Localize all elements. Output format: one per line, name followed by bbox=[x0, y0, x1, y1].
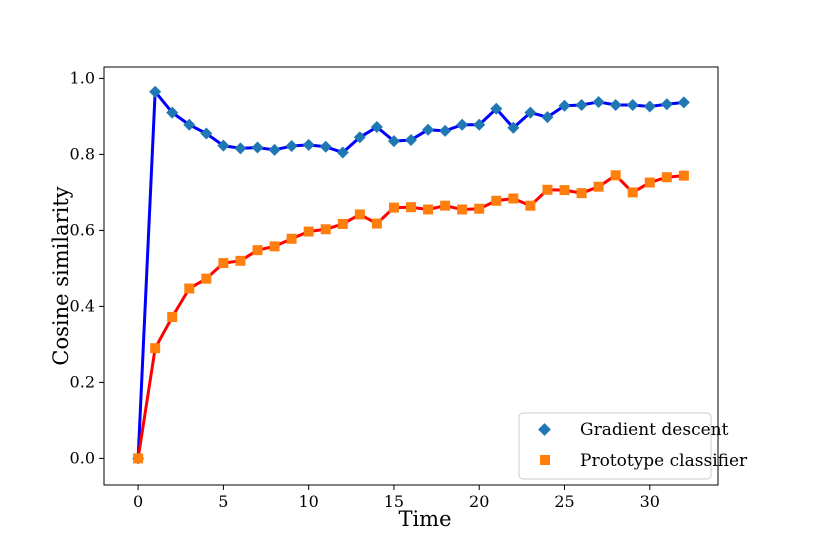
data-point-gradient-descent bbox=[439, 124, 452, 137]
data-point-gradient-descent bbox=[507, 121, 520, 134]
y-tick-label: 0.0 bbox=[70, 448, 95, 467]
legend: Gradient descent Prototype classifier bbox=[518, 412, 748, 480]
data-point-gradient-descent bbox=[302, 138, 315, 151]
legend-label-prototype-classifier: Prototype classifier bbox=[580, 451, 748, 471]
data-point-prototype-classifier bbox=[303, 226, 314, 237]
legend-box bbox=[518, 412, 712, 480]
y-axis: 0.0 0.2 0.4 0.6 0.8 1.0 bbox=[70, 68, 104, 467]
data-point-gradient-descent bbox=[200, 127, 213, 140]
data-point-gradient-descent bbox=[405, 133, 417, 146]
x-tick-label: 20 bbox=[469, 492, 489, 511]
data-point-prototype-classifier bbox=[371, 218, 382, 229]
data-point-prototype-classifier bbox=[457, 204, 468, 215]
data-point-gradient-descent bbox=[643, 100, 656, 113]
data-point-prototype-classifier bbox=[388, 202, 399, 213]
data-point-prototype-classifier bbox=[559, 185, 570, 196]
data-point-prototype-classifier bbox=[406, 202, 416, 213]
data-point-prototype-classifier bbox=[286, 233, 297, 244]
data-point-gradient-descent bbox=[558, 99, 571, 112]
data-point-gradient-descent bbox=[183, 118, 196, 131]
data-point-gradient-descent bbox=[456, 118, 469, 131]
data-point-prototype-classifier bbox=[167, 312, 178, 323]
data-point-gradient-descent bbox=[592, 95, 605, 108]
legend-label-gradient-descent: Gradient descent bbox=[580, 420, 729, 440]
data-point-prototype-classifier bbox=[150, 343, 161, 354]
x-tick-label: 30 bbox=[640, 492, 660, 511]
data-point-gradient-descent bbox=[677, 96, 690, 109]
data-point-prototype-classifier bbox=[269, 241, 280, 252]
data-point-gradient-descent bbox=[319, 140, 332, 153]
data-point-prototype-classifier bbox=[218, 258, 229, 269]
data-point-gradient-descent bbox=[353, 131, 366, 144]
data-point-prototype-classifier bbox=[661, 172, 672, 183]
data-point-gradient-descent bbox=[387, 135, 400, 148]
data-point-gradient-descent bbox=[370, 121, 383, 134]
x-tick-label: 25 bbox=[554, 492, 574, 511]
data-point-gradient-descent bbox=[149, 85, 162, 98]
data-point-gradient-descent bbox=[234, 142, 247, 155]
x-tick-label: 15 bbox=[384, 492, 404, 511]
data-point-gradient-descent bbox=[473, 118, 486, 131]
y-tick-label: 0.4 bbox=[70, 296, 95, 315]
data-point-prototype-classifier bbox=[252, 245, 263, 256]
data-point-gradient-descent bbox=[660, 98, 673, 111]
x-axis: 0 5 10 15 20 25 30 bbox=[133, 485, 660, 511]
data-point-gradient-descent bbox=[217, 139, 230, 152]
data-point-prototype-classifier bbox=[525, 200, 536, 211]
series-layer bbox=[132, 85, 690, 465]
data-point-prototype-classifier bbox=[508, 193, 519, 204]
data-point-gradient-descent bbox=[609, 99, 622, 111]
y-tick-label: 0.8 bbox=[70, 144, 95, 163]
data-point-prototype-classifier bbox=[320, 224, 331, 235]
y-tick-label: 0.2 bbox=[70, 372, 95, 391]
y-tick-label: 0.6 bbox=[70, 220, 95, 239]
data-point-gradient-descent bbox=[285, 140, 298, 153]
data-point-prototype-classifier bbox=[678, 170, 689, 181]
data-point-prototype-classifier bbox=[474, 203, 485, 214]
data-point-prototype-classifier bbox=[440, 200, 451, 211]
data-point-prototype-classifier bbox=[201, 273, 212, 284]
data-point-gradient-descent bbox=[268, 143, 281, 156]
y-axis-label: Cosine similarity bbox=[49, 186, 73, 365]
data-point-gradient-descent bbox=[251, 141, 264, 154]
x-axis-label: Time bbox=[398, 507, 451, 531]
data-point-prototype-classifier bbox=[235, 255, 246, 266]
data-point-prototype-classifier bbox=[423, 204, 434, 215]
data-point-prototype-classifier bbox=[354, 209, 365, 220]
data-point-prototype-classifier bbox=[593, 181, 604, 192]
data-point-gradient-descent bbox=[575, 99, 588, 111]
data-point-gradient-descent bbox=[166, 106, 179, 119]
data-point-gradient-descent bbox=[541, 111, 554, 124]
data-point-prototype-classifier bbox=[133, 453, 144, 464]
data-point-prototype-classifier bbox=[576, 188, 587, 199]
data-point-prototype-classifier bbox=[610, 170, 621, 181]
plot-area-frame bbox=[103, 66, 719, 486]
data-point-gradient-descent bbox=[490, 102, 503, 115]
data-point-prototype-classifier bbox=[337, 218, 348, 229]
data-point-prototype-classifier bbox=[491, 195, 502, 206]
data-point-gradient-descent bbox=[524, 106, 537, 119]
data-point-gradient-descent bbox=[626, 99, 639, 111]
legend-marker-prototype-classifier bbox=[540, 455, 550, 465]
data-point-prototype-classifier bbox=[644, 177, 655, 188]
data-point-gradient-descent bbox=[336, 146, 349, 159]
x-tick-label: 5 bbox=[218, 492, 228, 511]
data-point-prototype-classifier bbox=[184, 283, 195, 294]
data-point-prototype-classifier bbox=[542, 184, 553, 195]
x-tick-label: 0 bbox=[133, 492, 143, 511]
data-point-gradient-descent bbox=[422, 123, 435, 136]
x-tick-label: 10 bbox=[298, 492, 318, 511]
y-tick-label: 1.0 bbox=[70, 68, 95, 87]
data-point-prototype-classifier bbox=[627, 187, 638, 198]
